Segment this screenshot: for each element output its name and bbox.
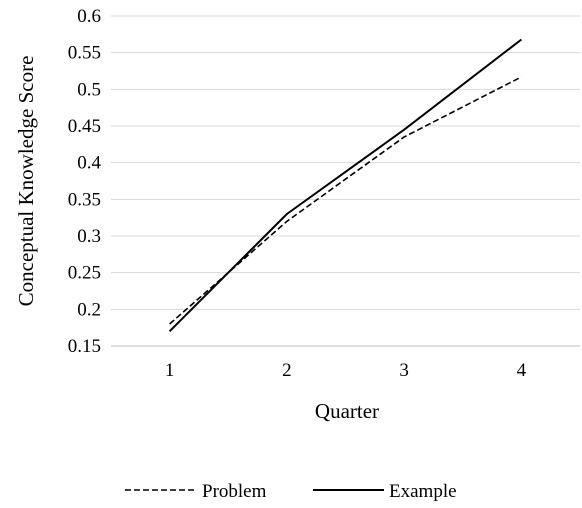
y-tick-label: 0.35 <box>68 189 101 210</box>
y-tick-label: 0.5 <box>77 79 101 100</box>
y-tick-label: 0.3 <box>77 226 101 247</box>
x-tick-label: 2 <box>282 360 292 381</box>
x-tick-labels: 1 2 3 4 <box>165 360 527 381</box>
legend-label-example: Example <box>389 481 457 502</box>
x-tick-label: 1 <box>165 360 175 381</box>
series-lines <box>168 38 523 333</box>
series-line-problem <box>169 76 522 325</box>
x-axis-title: Quarter <box>315 399 379 423</box>
y-tick-label: 0.4 <box>77 153 101 174</box>
y-tick-label: 0.2 <box>77 299 101 320</box>
y-axis-title: Conceptual Knowledge Score <box>14 56 38 307</box>
y-tick-labels: 0.15 0.2 0.25 0.3 0.35 0.4 0.45 0.5 0.55 0.6 <box>68 6 102 357</box>
y-tick-label: 0.55 <box>68 43 101 64</box>
x-tick-label: 4 <box>517 360 527 381</box>
legend-label-problem: Problem <box>202 481 267 502</box>
gridlines <box>111 15 580 310</box>
x-tick-label: 3 <box>399 360 409 381</box>
y-tick-label: 0.15 <box>68 336 101 357</box>
series-line-example <box>168 38 523 333</box>
legend: Problem Example <box>125 481 457 502</box>
y-tick-label: 0.45 <box>68 116 101 137</box>
y-tick-label: 0.6 <box>77 6 101 27</box>
y-tick-label: 0.25 <box>68 263 101 284</box>
